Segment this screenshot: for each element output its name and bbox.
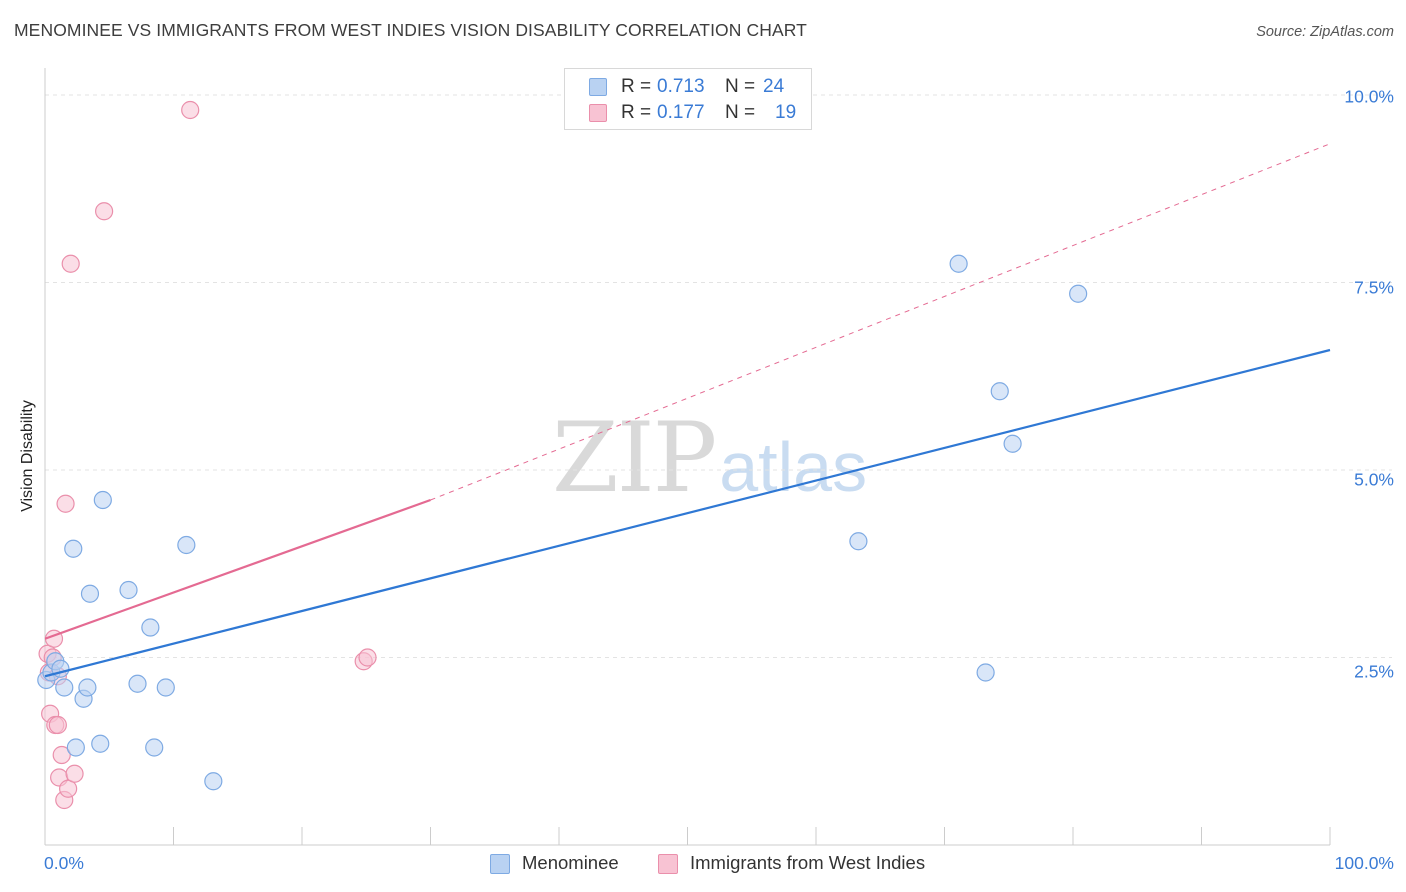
- menominee-point: [204, 772, 223, 791]
- n-value: 24: [763, 76, 785, 97]
- r-label: R =: [621, 102, 652, 123]
- menominee-point: [1003, 434, 1022, 453]
- menominee-point: [128, 674, 147, 693]
- series-legend: Menominee Immigrants from West Indies: [0, 852, 1406, 878]
- west-indies-point: [61, 254, 80, 273]
- menominee-point: [80, 584, 100, 603]
- chart-title: MENOMINEE VS IMMIGRANTS FROM WEST INDIES…: [14, 20, 807, 40]
- y-tick-label: 2.5%: [1354, 661, 1394, 682]
- menominee-point: [1069, 284, 1088, 303]
- menominee-point: [64, 539, 83, 558]
- west-indies-point: [95, 202, 114, 221]
- x-tick-label-min: 0.0%: [44, 853, 84, 873]
- n-value: 19: [775, 102, 797, 123]
- n-label: N =: [725, 102, 756, 123]
- menominee-trend-line: [44, 348, 1331, 678]
- r-label: R =: [621, 76, 652, 97]
- r-value: 0.177: [657, 102, 705, 123]
- menominee-point: [119, 580, 138, 600]
- menominee-point: [849, 532, 868, 551]
- legend-label: Menominee: [522, 852, 619, 873]
- menominee-point: [93, 490, 112, 510]
- menominee-point: [91, 734, 110, 753]
- west-indies-trend-line-extended: [430, 143, 1331, 501]
- y-tick-label: 7.5%: [1354, 277, 1394, 298]
- legend-label: Immigrants from West Indies: [690, 852, 926, 873]
- menominee-point: [55, 678, 74, 697]
- west-indies-point: [59, 779, 78, 798]
- west-indies-trend-line: [44, 498, 431, 640]
- blue-swatch-icon: [589, 78, 607, 96]
- menominee-point: [177, 535, 196, 555]
- r-value: 0.713: [657, 76, 705, 97]
- watermark-zip: ZIP: [552, 402, 717, 514]
- source-label: Source: ZipAtlas.com: [1256, 24, 1394, 40]
- west-indies-point: [56, 494, 75, 513]
- west-indies-point: [48, 715, 67, 735]
- menominee-point: [949, 254, 968, 273]
- y-tick-label: 10.0%: [1344, 86, 1394, 107]
- menominee-point: [156, 678, 175, 697]
- x-tick-label-max: 100.0%: [1334, 853, 1394, 873]
- pink-swatch-icon: [658, 854, 678, 874]
- menominee-point: [141, 618, 160, 637]
- west-indies-point: [181, 100, 200, 120]
- correlation-legend: R = 0.713 N = 24 R = 0.177 N = 19: [564, 68, 812, 130]
- menominee-point: [990, 382, 1009, 401]
- n-label: N =: [725, 76, 756, 97]
- pink-swatch-icon: [589, 104, 607, 122]
- blue-swatch-icon: [490, 854, 510, 874]
- menominee-point: [66, 738, 85, 757]
- y-axis-label: Vision Disability: [19, 400, 36, 512]
- menominee-point: [145, 738, 164, 757]
- watermark-atlas: atlas: [719, 428, 868, 506]
- watermark: ZIPatlas: [552, 402, 867, 514]
- y-tick-label: 5.0%: [1354, 469, 1394, 490]
- menominee-point: [78, 678, 97, 697]
- west-indies-point: [65, 764, 84, 783]
- west-indies-point: [52, 745, 71, 765]
- menominee-point: [976, 663, 995, 682]
- west-indies-point: [358, 648, 377, 667]
